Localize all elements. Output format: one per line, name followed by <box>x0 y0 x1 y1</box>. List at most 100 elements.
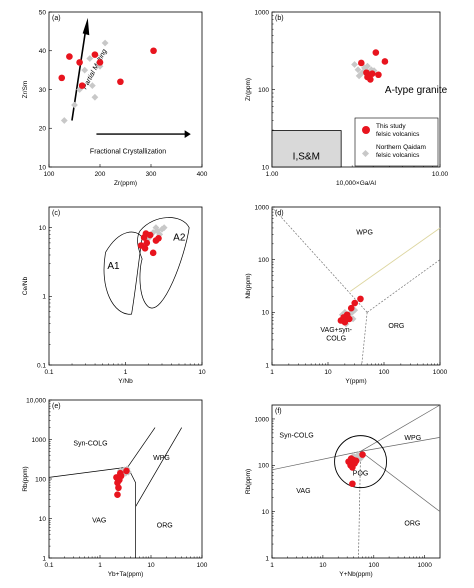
legend-this-study-marker <box>362 126 370 134</box>
qaidam-point <box>88 82 96 90</box>
syncolg-wpg-boundary <box>360 404 441 452</box>
this-study-point <box>345 315 353 323</box>
legend-label: felsic volcanics <box>376 131 420 138</box>
x-tick-label: 100 <box>368 562 379 569</box>
this-study-point <box>368 70 376 77</box>
plot-frame <box>48 206 203 366</box>
this-study-point <box>142 230 150 237</box>
x-axis-label: 10,000×Ga/Al <box>336 180 376 187</box>
plot-frame <box>48 11 203 168</box>
vag-label: VAG <box>296 488 310 495</box>
x-axis-label: Yb+Ta(ppm) <box>108 571 144 578</box>
this-study-point <box>141 245 149 252</box>
y-tick-label: 10 <box>262 164 270 171</box>
this-study-point <box>359 451 366 458</box>
vag-syncolg-boundary <box>48 466 128 478</box>
ism-label: I,S&M <box>293 151 320 162</box>
qaidam-point <box>81 66 89 74</box>
panel-a: 100 200 300 4001020304050Zr(ppm)Zr/Sm(a)Par… <box>22 9 208 187</box>
org-lower-boundary <box>360 451 441 512</box>
x-tick-label: 0.1 <box>44 369 53 376</box>
qaidam-point <box>351 61 358 68</box>
y-axis-label: Zr/Sm <box>22 81 29 99</box>
x-tick-label: 0.1 <box>44 562 53 569</box>
this-study-point <box>76 59 83 66</box>
this-study-point <box>96 59 104 66</box>
y-axis-label: Rb(ppm) <box>245 469 252 494</box>
y-tick-label: 1 <box>265 362 269 369</box>
y-axis-label: Ce/Nb <box>22 276 29 295</box>
panel-d: 1 10 100 1000 1 10 100 1000 Y(ppm) Nb(ppm) (d) WPG V… <box>245 204 448 385</box>
y-tick-label: 1000 <box>255 204 270 211</box>
wpg-org-boundary <box>360 437 441 452</box>
arrow-head <box>82 17 90 36</box>
this-study-point <box>143 239 151 247</box>
panel-e: 0.1 1 10 100110100100010,000Yb+Ta(ppm)Rb(pp… <box>22 397 208 578</box>
this-study-point <box>381 58 389 65</box>
y-tick-label: 100 <box>258 463 269 470</box>
y-axis-label: Nb(ppm) <box>245 273 252 298</box>
panels-layer: 100 200 300 4001020304050Zr(ppm)Zr/Sm(a)Par… <box>22 9 449 578</box>
x-tick-label: 1000 <box>433 369 448 376</box>
x-tick-label: 1 <box>98 562 102 569</box>
panel-label: (e) <box>52 403 61 410</box>
wpg-vag-boundary <box>271 206 368 313</box>
x-tick-label: 100 <box>44 171 55 178</box>
fractional-crystallization-label: Fractional Crystallization <box>90 148 166 155</box>
this-study-point <box>114 491 121 499</box>
data-points <box>351 49 389 83</box>
legend-label: Northern Qaidam <box>376 144 426 151</box>
pog-label: POG <box>353 471 369 478</box>
vag-syn-label: VAG+syn- <box>320 327 352 334</box>
this-study-point <box>91 51 99 58</box>
x-tick-label: 1 <box>270 369 274 376</box>
y-tick-label: 100 <box>258 257 269 264</box>
this-study-point <box>150 47 157 55</box>
x-axis-label: Y/Nb <box>118 378 133 385</box>
vag-org-boundary <box>361 312 368 366</box>
plot-frame <box>48 399 203 559</box>
y-tick-label: 10 <box>39 225 47 232</box>
data-points <box>137 224 168 257</box>
y-tick-label: 40 <box>39 48 47 55</box>
y-tick-label: 20 <box>39 126 47 133</box>
panel-label: (c) <box>52 210 60 217</box>
x-tick-label: 10 <box>198 369 206 376</box>
this-study-point <box>351 299 359 307</box>
this-study-point <box>347 304 355 312</box>
y-tick-label: 100 <box>35 476 46 483</box>
wpg-label: WPG <box>404 435 421 442</box>
wpg-label: WPG <box>153 455 170 462</box>
this-study-point <box>117 472 125 480</box>
this-study-point <box>364 73 371 81</box>
syn-colg-label: Syn-COLG <box>279 432 313 439</box>
x-tick-label: 10 <box>319 562 327 569</box>
vag-syncolg-boundary <box>271 451 361 471</box>
x-tick-label: 300 <box>146 171 157 178</box>
this-study-point <box>149 249 157 257</box>
data-points <box>337 295 364 328</box>
x-tick-label: 1 <box>124 369 128 376</box>
wpg-upper-line <box>350 227 441 292</box>
vag-label: VAG <box>92 517 106 524</box>
y-tick-label: 30 <box>39 87 47 94</box>
pog-field-boundary <box>334 435 388 489</box>
x-tick-label: 1 <box>270 562 274 569</box>
syn-colg-label: Syn-COLG <box>73 441 107 448</box>
y-tick-label: 10 <box>262 509 270 516</box>
org-label: ORG <box>388 323 404 330</box>
legend-label: This study <box>376 123 406 130</box>
this-study-point <box>155 235 162 242</box>
a1-label: A1 <box>107 261 120 272</box>
qaidam-point <box>91 93 99 101</box>
x-axis-label: Y(ppm) <box>345 378 366 385</box>
vag-org-boundary <box>358 451 361 559</box>
y-tick-label: 0.1 <box>37 362 46 369</box>
this-study-point <box>372 49 380 56</box>
this-study-point <box>352 457 360 465</box>
qaidam-point <box>354 66 362 74</box>
qaidam-point <box>71 101 78 109</box>
a2-label: A2 <box>173 233 186 244</box>
y-tick-label: 10 <box>262 310 270 317</box>
